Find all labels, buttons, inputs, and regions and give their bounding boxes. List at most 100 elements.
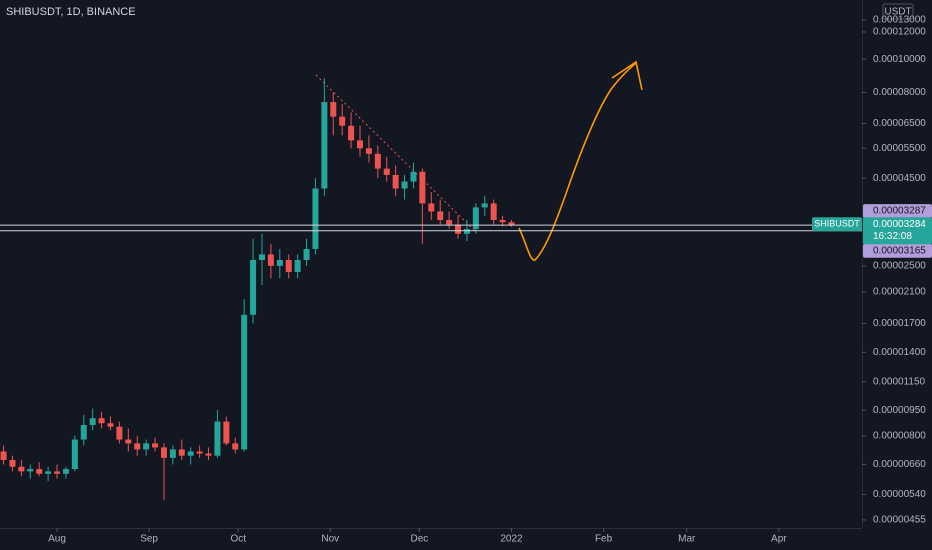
y-tick-label: 0.00001700 bbox=[873, 318, 926, 329]
candle-body bbox=[232, 443, 239, 450]
candle-body bbox=[437, 211, 444, 221]
candle-body bbox=[214, 421, 221, 456]
candle-body bbox=[98, 418, 105, 424]
candle-body bbox=[463, 229, 470, 234]
last-price-marker bbox=[863, 217, 932, 245]
last-price-label: 0.00003284 bbox=[873, 219, 926, 230]
candle-body bbox=[18, 466, 25, 472]
candle-body bbox=[508, 222, 515, 226]
candle-body bbox=[374, 153, 381, 169]
candle-body bbox=[312, 188, 319, 249]
candle-body bbox=[89, 418, 96, 425]
currency-box[interactable] bbox=[882, 3, 914, 20]
candle-body bbox=[125, 439, 132, 444]
candle-body bbox=[196, 451, 203, 454]
trend-line[interactable] bbox=[315, 74, 477, 233]
y-tick-label: 0.00013000 bbox=[873, 15, 926, 26]
candle-body bbox=[499, 220, 506, 223]
candle-body bbox=[134, 443, 141, 450]
x-tick-label: 2022 bbox=[500, 534, 523, 545]
y-tick-label: 0.00000540 bbox=[873, 489, 926, 500]
candle-body bbox=[303, 248, 310, 261]
x-tick-label: Oct bbox=[230, 534, 246, 545]
candle-body bbox=[446, 220, 453, 225]
candle-body bbox=[321, 102, 328, 189]
candle-body bbox=[481, 203, 488, 208]
candle-body bbox=[294, 260, 301, 272]
symbol-label: SHIBUSDT bbox=[814, 219, 860, 229]
x-tick-label: Mar bbox=[678, 534, 696, 545]
candle-body bbox=[267, 254, 274, 266]
candle-body bbox=[62, 469, 69, 474]
candle-body bbox=[45, 471, 52, 474]
y-tick-label: 0.00000660 bbox=[873, 459, 926, 470]
price-line-label: 0.00003287 bbox=[873, 206, 926, 217]
x-tick-label: Aug bbox=[48, 534, 66, 545]
price-line-label-box bbox=[863, 243, 932, 258]
candle-body bbox=[143, 443, 150, 450]
candle-body bbox=[330, 102, 337, 117]
candle-body bbox=[107, 423, 114, 427]
candle-body bbox=[410, 171, 417, 182]
price-line-label: 0.00003165 bbox=[873, 245, 926, 256]
candle-body bbox=[258, 254, 265, 261]
candle-body bbox=[178, 449, 185, 456]
drawing-arrow[interactable] bbox=[518, 60, 643, 261]
y-tick-label: 0.00000455 bbox=[873, 515, 926, 526]
candles bbox=[0, 78, 515, 501]
candle-body bbox=[383, 168, 390, 175]
candle-body bbox=[276, 260, 283, 266]
candle-body bbox=[54, 471, 61, 474]
candle-body bbox=[160, 447, 167, 458]
y-tick-label: 0.00001150 bbox=[873, 376, 926, 387]
candle-body bbox=[169, 449, 176, 458]
x-tick-label: Sep bbox=[140, 534, 158, 545]
candle-body bbox=[187, 451, 194, 456]
candle-body bbox=[490, 203, 497, 221]
y-tick-label: 0.00000950 bbox=[873, 405, 926, 416]
symbol-box bbox=[812, 217, 862, 232]
price-line-label-box bbox=[863, 204, 932, 219]
y-tick-label: 0.00005500 bbox=[873, 143, 926, 154]
y-tick-label: 0.00006500 bbox=[873, 118, 926, 129]
candle-body bbox=[152, 443, 159, 448]
y-tick-label: 0.00001400 bbox=[873, 347, 926, 358]
candle-body bbox=[401, 181, 408, 189]
candle-body bbox=[80, 424, 87, 440]
x-tick-label: Nov bbox=[321, 534, 339, 545]
candle-body bbox=[348, 125, 355, 141]
candle-body bbox=[357, 140, 364, 149]
candle-body bbox=[9, 460, 16, 467]
y-tick-label: 0.00002500 bbox=[873, 261, 926, 272]
candle-body bbox=[36, 469, 43, 474]
candle-body bbox=[455, 224, 462, 234]
candle-body bbox=[285, 260, 292, 272]
y-tick-label: 0.00012000 bbox=[873, 27, 926, 38]
candle-body bbox=[250, 260, 257, 315]
y-tick-label: 0.00002100 bbox=[873, 287, 926, 298]
countdown: 16:32:08 bbox=[873, 231, 912, 242]
candle-body bbox=[116, 426, 123, 440]
candle-body bbox=[27, 469, 34, 472]
x-tick-label: Apr bbox=[771, 534, 787, 545]
candle-body bbox=[392, 174, 399, 189]
y-tick-label: 0.00010000 bbox=[873, 54, 926, 65]
candle-body bbox=[472, 207, 479, 230]
candle-body bbox=[365, 148, 372, 154]
x-tick-label: Dec bbox=[411, 534, 429, 545]
candle-body bbox=[205, 453, 212, 456]
candle-body bbox=[241, 314, 248, 450]
candle-body bbox=[71, 439, 78, 470]
currency: USDT bbox=[884, 7, 911, 18]
y-tick-label: 0.00004500 bbox=[873, 173, 926, 184]
chart-title: SHIBUSDT, 1D, BINANCE bbox=[6, 6, 136, 18]
candle-body bbox=[223, 421, 230, 444]
candle-body bbox=[419, 171, 426, 204]
y-tick-label: 0.00000800 bbox=[873, 430, 926, 441]
candle-body bbox=[428, 203, 435, 212]
x-tick-label: Feb bbox=[595, 534, 613, 545]
y-tick-label: 0.00008000 bbox=[873, 87, 926, 98]
